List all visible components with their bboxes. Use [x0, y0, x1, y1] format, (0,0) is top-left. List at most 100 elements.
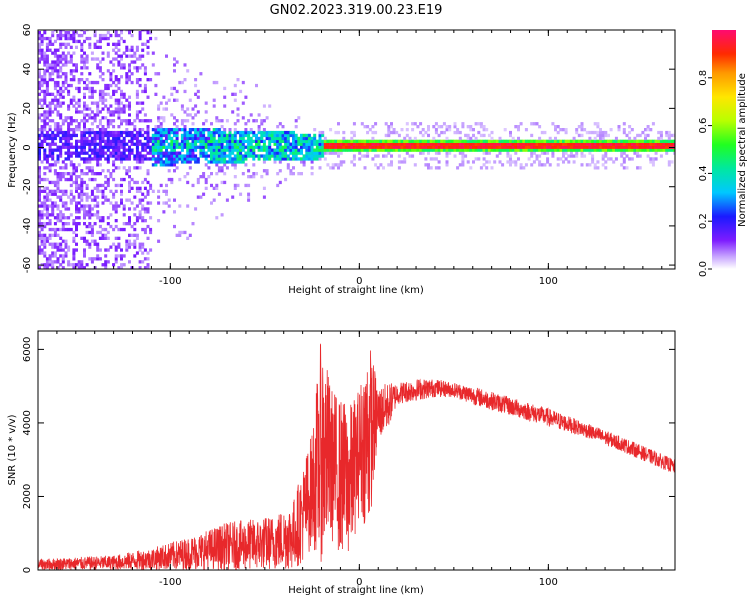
- heatmap-cell: [90, 172, 94, 176]
- heatmap-cell: [530, 139, 534, 143]
- heatmap-cell: [194, 78, 198, 82]
- heatmap-cell: [72, 95, 76, 99]
- heatmap-cell: [56, 257, 60, 261]
- heatmap-cell: [527, 145, 531, 149]
- heatmap-cell: [53, 163, 57, 167]
- heatmap-cell: [445, 163, 449, 167]
- heatmap-cell: [141, 101, 145, 105]
- heatmap-cell: [157, 136, 161, 141]
- heatmap-cell: [80, 195, 84, 199]
- heatmap-cell: [45, 239, 49, 243]
- heatmap-cell: [326, 145, 330, 149]
- heatmap-cell: [106, 139, 110, 143]
- heatmap-cell: [601, 154, 605, 158]
- heatmap-cell: [596, 130, 600, 135]
- heatmap-cell: [601, 145, 605, 149]
- heatmap-cell: [403, 148, 407, 152]
- heatmap-cell: [186, 145, 190, 149]
- heatmap-cell: [83, 207, 86, 211]
- heatmap-cell: [593, 139, 597, 143]
- heatmap-cell: [112, 119, 116, 123]
- heatmap-cell: [117, 33, 121, 38]
- heatmap-cell: [77, 122, 81, 126]
- heatmap-cell: [93, 222, 97, 226]
- heatmap-cell: [276, 151, 280, 155]
- heatmap-cell: [59, 125, 63, 129]
- heatmap-cell: [376, 154, 380, 158]
- heatmap-cell: [210, 133, 213, 138]
- heatmap-cell: [247, 139, 251, 143]
- heatmap-cell: [442, 145, 446, 149]
- heatmap-cell: [191, 116, 195, 120]
- heatmap-cell: [61, 33, 65, 38]
- heatmap-cell: [236, 145, 240, 149]
- heatmap-cell: [48, 236, 52, 240]
- heatmap-cell: [178, 154, 182, 158]
- heatmap-cell: [665, 145, 669, 149]
- heatmap-cell: [143, 148, 147, 152]
- heatmap-cell: [51, 92, 55, 96]
- heatmap-cell: [138, 213, 142, 217]
- heatmap-cell: [101, 195, 105, 199]
- heatmap-cell: [543, 145, 547, 149]
- heatmap-cell: [268, 148, 272, 152]
- heatmap-cell: [241, 160, 245, 164]
- heatmap-cell: [342, 160, 346, 164]
- heatmap-cell: [440, 142, 444, 146]
- heatmap-cell: [88, 145, 92, 149]
- heatmap-cell: [374, 145, 378, 149]
- heatmap-cell: [175, 233, 179, 237]
- heatmap-cell: [265, 151, 269, 155]
- heatmap-cell: [122, 166, 126, 170]
- heatmap-cell: [83, 119, 86, 123]
- heatmap-cell: [43, 166, 47, 170]
- heatmap-cell: [641, 142, 645, 146]
- heatmap-cell: [83, 151, 86, 155]
- heatmap-cell: [67, 227, 71, 232]
- heatmap-cell: [646, 133, 650, 138]
- heatmap-cell: [75, 227, 78, 232]
- heatmap-cell: [40, 139, 44, 143]
- colorbar-label: Normalized spectral amplitude: [737, 73, 748, 227]
- heatmap-cell: [519, 148, 523, 152]
- heatmap-cell: [506, 151, 510, 155]
- heatmap-cell: [305, 154, 309, 158]
- heatmap-cell: [178, 157, 182, 161]
- heatmap-cell: [138, 242, 142, 246]
- heatmap-cell: [178, 142, 182, 146]
- heatmap-cell: [625, 148, 629, 152]
- heatmap-cell: [40, 128, 44, 132]
- y-tick-label: 2000: [22, 484, 33, 509]
- heatmap-cell: [104, 98, 108, 102]
- heatmap-cell: [445, 154, 449, 158]
- heatmap-cell: [302, 139, 306, 143]
- heatmap-cell: [673, 139, 675, 143]
- heatmap-cell: [112, 207, 116, 211]
- heatmap-cell: [135, 136, 139, 141]
- heatmap-cell: [474, 145, 478, 149]
- heatmap-cell: [167, 198, 171, 202]
- heatmap-cell: [104, 116, 108, 120]
- heatmap-cell: [53, 107, 57, 111]
- heatmap-cell: [125, 248, 129, 252]
- heatmap-cell: [85, 186, 89, 190]
- heatmap-cell: [210, 172, 213, 176]
- heatmap-cell: [38, 192, 41, 196]
- heatmap-cell: [411, 139, 415, 143]
- heatmap-cell: [628, 157, 632, 161]
- heatmap-cell: [310, 136, 314, 141]
- heatmap-cell: [96, 148, 100, 152]
- heatmap-cell: [85, 78, 89, 82]
- heatmap-cell: [292, 157, 295, 161]
- heatmap-cell: [143, 227, 147, 232]
- heatmap-cell: [186, 154, 190, 158]
- heatmap-cell: [472, 139, 475, 143]
- heatmap-cell: [662, 142, 666, 146]
- heatmap-cell: [657, 142, 661, 146]
- heatmap-cell: [128, 48, 131, 52]
- heatmap-cell: [120, 201, 123, 205]
- heatmap-cell: [59, 172, 63, 176]
- heatmap-cell: [614, 157, 618, 161]
- heatmap-cell: [101, 57, 105, 61]
